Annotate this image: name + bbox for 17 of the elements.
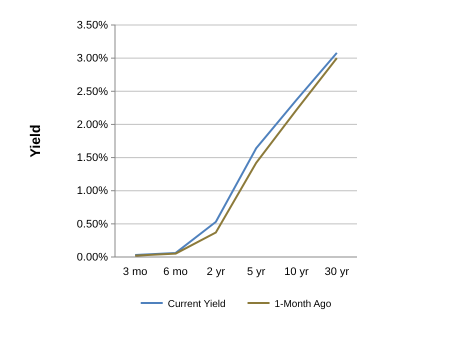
y-tick-label: 0.00% xyxy=(76,252,108,264)
legend-label: 1-Month Ago xyxy=(274,299,332,310)
y-tick-label: 0.50% xyxy=(76,218,108,230)
y-tick-label: 2.50% xyxy=(76,86,108,98)
y-axis-title: Yield xyxy=(27,124,43,158)
x-tick-label: 10 yr xyxy=(284,266,310,278)
x-tick-label: 30 yr xyxy=(324,266,350,278)
x-tick-label: 3 mo xyxy=(122,266,148,278)
x-tick-label: 6 mo xyxy=(163,266,188,278)
x-tick-label: 2 yr xyxy=(206,266,226,278)
y-tick-label: 3.50% xyxy=(76,20,108,32)
y-tick-label: 2.00% xyxy=(76,118,108,131)
y-tick-label: 1.50% xyxy=(76,152,108,164)
x-tick-label: 5 yr xyxy=(246,266,266,278)
y-tick-label: 1.00% xyxy=(76,185,108,198)
legend-label: Current Yield xyxy=(168,299,226,310)
y-tick-label: 3.00% xyxy=(76,52,108,65)
